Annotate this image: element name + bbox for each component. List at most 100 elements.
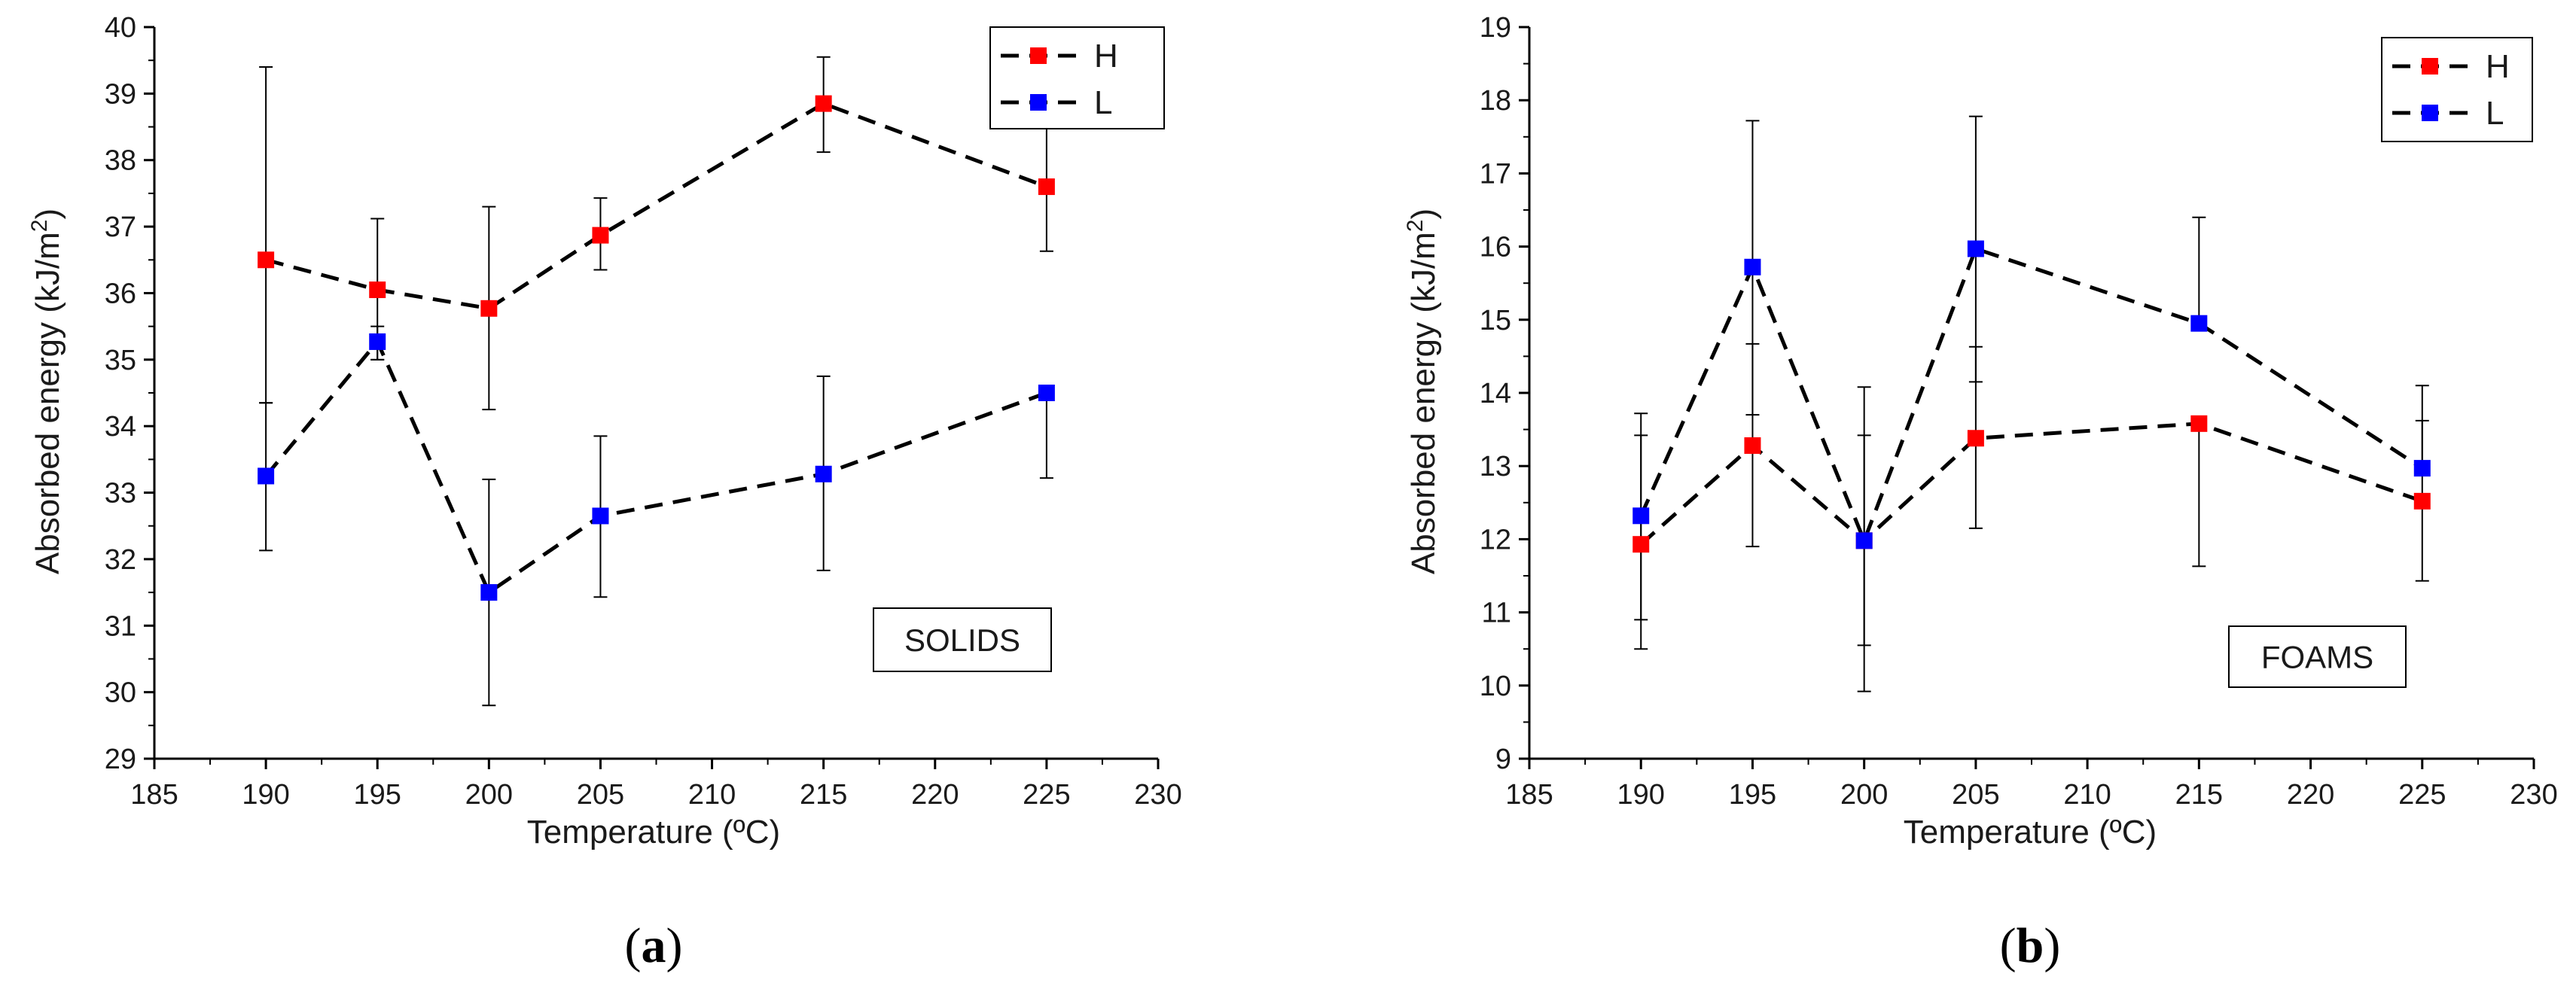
panel-a-x-tick-label: 195 xyxy=(354,779,401,811)
panel-b-series-l-line xyxy=(1639,246,2424,546)
panel-b-legend-l-swatch-marker xyxy=(2422,105,2438,121)
panel-b-series-h-point xyxy=(1632,536,1650,553)
panel-b-x-tick-label: 185 xyxy=(1505,779,1553,811)
panel-b-y-tick-label: 16 xyxy=(1480,232,1511,263)
panel-b-x-tick-label: 195 xyxy=(1729,779,1776,811)
panel-b-y-tick-label: 11 xyxy=(1482,598,1511,629)
panel-b-series-l-point xyxy=(1632,507,1650,525)
panel-a-series-h-line xyxy=(265,101,1047,311)
panel-b-y-tick-label: 19 xyxy=(1480,12,1511,44)
panel-b-legend-h-swatch-marker xyxy=(2422,58,2438,75)
panel-b-x-tick-label: 210 xyxy=(2063,779,2111,811)
panel-b-series-h-point xyxy=(1744,437,1761,454)
panel-a-annotation-label: SOLIDS xyxy=(904,622,1020,658)
panel-a-x-tick-label: 205 xyxy=(577,779,624,811)
panel-a-legend-h-label: H xyxy=(1094,38,1118,75)
panel-a-y-tick-label: 35 xyxy=(105,345,136,376)
panel-a-series-h-point xyxy=(480,300,498,317)
panel-a-marks xyxy=(258,56,1055,707)
panel-a-y-tick-label: 34 xyxy=(105,411,136,443)
panel-a-y-tick-label: 40 xyxy=(105,12,136,44)
panel-a-y-tick-label: 39 xyxy=(105,78,136,110)
panel-b-x-tick-label: 205 xyxy=(1952,779,1999,811)
panel-a-y-axis-title-main: Absorbed energy (kJ/m xyxy=(29,232,66,574)
panel-a-y-tick-label: 38 xyxy=(105,145,136,177)
panel-b-series-h-point xyxy=(1967,430,1984,447)
panel-a-x-tick-label: 190 xyxy=(242,779,289,811)
panel-b-annotation-label: FOAMS xyxy=(2261,640,2373,675)
panel-a-y-tick-label: 31 xyxy=(105,610,136,642)
panel-a-caption-open: ( xyxy=(625,918,642,973)
panel-b-x-axis-title: Temperature (ºC) xyxy=(1904,814,2157,851)
panel-b-series-l-point xyxy=(2190,315,2208,332)
panel-a-legend-l-swatch-marker xyxy=(1030,94,1047,111)
panel-b-series-h-line xyxy=(1639,421,2423,546)
panel-a-x-tick-label: 215 xyxy=(800,779,847,811)
panel-a-y-tick-label: 30 xyxy=(105,677,136,709)
panel-b-y-tick-label: 15 xyxy=(1480,305,1511,336)
panel-b-y-tick-label: 17 xyxy=(1480,158,1511,190)
panel-b-x-tick-label: 220 xyxy=(2287,779,2334,811)
panel-a-legend-l-label: L xyxy=(1094,84,1112,121)
panel-a-x-tick-label: 200 xyxy=(465,779,513,811)
panel-a-solids-chart: 185 190 195 200 205 210 215 220 225 230 29 30 31 32 33… xyxy=(27,12,1182,973)
panel-b-y-axis-title-close: ) xyxy=(1405,208,1442,220)
panel-b-x-tick-label: 200 xyxy=(1840,779,1888,811)
panel-b-foams-chart: 185 190 195 200 205 210 215 220 225 2309101112131… xyxy=(1403,12,2558,973)
panel-a-series-l-line xyxy=(264,338,1047,595)
panel-b-y-tick-label: 12 xyxy=(1480,524,1511,555)
panel-a-y-tick-label: 37 xyxy=(105,211,136,243)
panel-b-legend-l-label: L xyxy=(2486,95,2504,132)
panel-a-legend-h-swatch-marker xyxy=(1030,47,1047,64)
panel-b-axes: 185 190 195 200 205 210 215 220 225 230 9 10 11 12 13 1… xyxy=(1480,12,2558,811)
panel-a-y-axis-title-close: ) xyxy=(29,208,66,220)
panel-a-series-l-point xyxy=(258,467,275,485)
panel-a-x-tick-label: 185 xyxy=(130,779,178,811)
panel-a-x-tick-label: 230 xyxy=(1134,779,1181,811)
panel-a-axes: 185 190 195 200 205 210 215 220 225 230 29 30 31 32 33… xyxy=(105,12,1182,811)
panel-b-caption-letter: b xyxy=(2017,918,2044,973)
panel-b-y-tick-label: 18 xyxy=(1480,85,1511,117)
panel-a-series-l-point xyxy=(480,584,498,601)
panel-a-series-h-point xyxy=(592,227,609,244)
panel-b-y-axis-title-main: Absorbed energy (kJ/m xyxy=(1405,232,1442,574)
panel-a-series-l-point xyxy=(592,507,609,525)
panel-a-legend: HL xyxy=(989,26,1165,129)
panel-b-series-l-point xyxy=(1744,258,1761,275)
panel-b-series-l-point xyxy=(2413,460,2431,477)
panel-a-y-tick-label: 32 xyxy=(105,544,136,576)
panel-a-x-tick-label: 210 xyxy=(688,779,736,811)
panel-a-series-l-point xyxy=(369,333,386,350)
panel-b-legend-box xyxy=(2381,37,2533,142)
panel-a-series-h-point xyxy=(815,95,832,112)
panel-b-legend-h-label: H xyxy=(2486,48,2510,85)
panel-b-caption-open: ( xyxy=(2000,918,2017,973)
panel-b-x-tick-label: 225 xyxy=(2398,779,2446,811)
panel-b-annotation-box xyxy=(2228,625,2407,688)
panel-b-y-axis-title: Absorbed energy (kJ/m2) xyxy=(1403,208,1443,574)
panel-a-series-h-point xyxy=(369,281,386,299)
panel-a-x-tick-label: 225 xyxy=(1023,779,1070,811)
panel-a-y-axis-title-superscript: 2 xyxy=(27,220,52,233)
panel-b-series-l-point xyxy=(1855,532,1873,549)
panel-b-caption-close: ) xyxy=(2044,918,2060,973)
panel-a-series-h-point xyxy=(1038,178,1055,196)
panel-a-y-axis-title: Absorbed energy (kJ/m2) xyxy=(27,208,67,574)
panel-a-legend-box xyxy=(989,26,1165,129)
panel-a-series-l-point xyxy=(1038,385,1055,401)
panel-b-series-h-point xyxy=(2413,492,2431,510)
panel-a-x-tick-label: 220 xyxy=(911,779,959,811)
panel-b-series-h-point xyxy=(2190,415,2208,432)
panel-a-series-l-point xyxy=(815,465,832,482)
panel-b-marks xyxy=(1632,115,2431,692)
panel-b-x-tick-label: 230 xyxy=(2510,779,2557,811)
panel-b-annotation: FOAMS xyxy=(2228,625,2407,688)
panel-b-x-tick-label: 215 xyxy=(2175,779,2223,811)
panel-b-series-l-point xyxy=(1967,240,1984,257)
panel-b-y-tick-label: 10 xyxy=(1480,671,1511,702)
panel-b-y-tick-label: 13 xyxy=(1480,451,1511,482)
panel-a-y-tick-label: 36 xyxy=(105,278,136,309)
panel-a-caption-letter: a xyxy=(642,918,666,973)
panel-a-annotation-box xyxy=(873,607,1052,672)
panel-b-x-tick-label: 190 xyxy=(1617,779,1665,811)
